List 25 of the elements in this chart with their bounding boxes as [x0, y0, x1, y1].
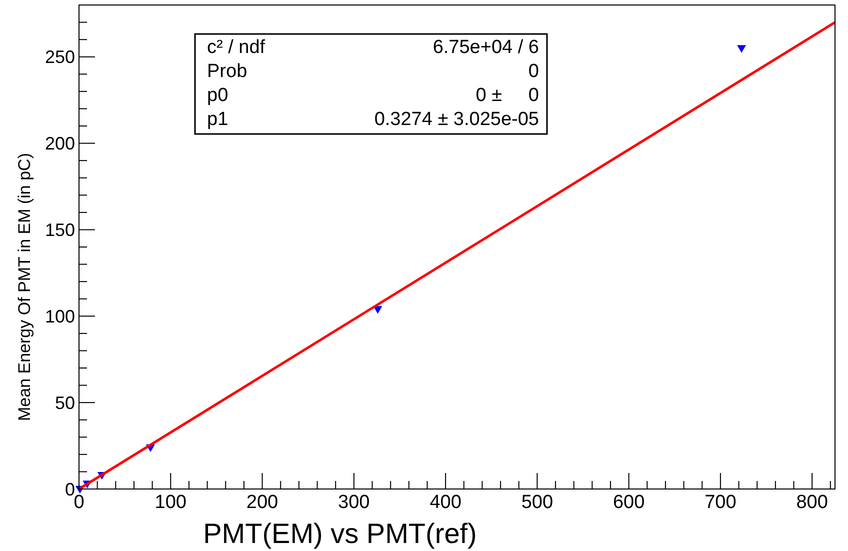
annotation: 0.3274 ± 3.025e-05 [374, 109, 539, 130]
y-tick-label: 0 [64, 479, 75, 500]
x-tick-label: 700 [704, 492, 736, 513]
x-tick-label: 200 [246, 492, 278, 513]
annotation: p1 [207, 109, 228, 130]
y-axis-title: Mean Energy Of PMT in EM (in pC) [15, 153, 34, 421]
x-tick-label: 500 [521, 492, 554, 513]
annotation: c² / ndf [207, 37, 266, 58]
x-tick-label: 100 [154, 492, 186, 513]
y-tick-label: 150 [44, 220, 75, 240]
y-tick-label: 200 [44, 134, 75, 154]
y-tick-label: 100 [44, 306, 75, 326]
y-tick-label: 50 [54, 392, 75, 413]
x-tick-label: 300 [338, 492, 370, 513]
x-tick-label: 600 [612, 492, 645, 513]
annotation: 0 [528, 61, 539, 82]
annotation: Prob [207, 61, 248, 82]
point [737, 45, 746, 53]
annotation: p0 [207, 85, 228, 106]
x-axis-title: PMT(EM) vs PMT(ref) [203, 518, 477, 549]
y-tick-label: 250 [44, 47, 75, 68]
x-tick-label: 800 [796, 492, 828, 513]
annotation: 6.75e+04 / 6 [432, 37, 539, 58]
annotation: 0 ± 0 [476, 85, 539, 106]
x-tick-label: 400 [430, 492, 462, 513]
